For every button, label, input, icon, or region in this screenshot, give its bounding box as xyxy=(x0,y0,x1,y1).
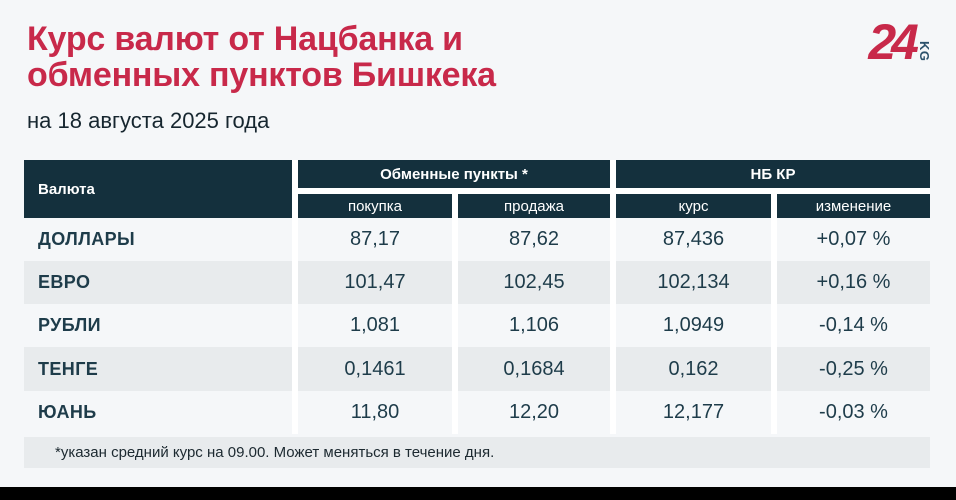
change-cell: +0,16 % xyxy=(777,261,930,304)
rate-cell: 102,134 xyxy=(616,261,771,304)
bottom-black-bar xyxy=(0,487,956,500)
rate-cell: 87,436 xyxy=(616,218,771,261)
header-group-national-bank: НБ КР xyxy=(616,160,930,194)
logo-24-text: 24 xyxy=(868,14,919,70)
rate-cell: 12,177 xyxy=(616,391,771,434)
header: Курс валют от Нацбанка и обменных пункто… xyxy=(0,0,956,134)
change-cell: -0,03 % xyxy=(777,391,930,434)
currency-name-cell: ДОЛЛАРЫ xyxy=(24,218,292,261)
sell-cell: 102,45 xyxy=(458,261,610,304)
currency-name-cell: ТЕНГЕ xyxy=(24,347,292,391)
change-cell: -0,25 % xyxy=(777,347,930,391)
rate-cell: 0,162 xyxy=(616,347,771,391)
page-title: Курс валют от Нацбанка и обменных пункто… xyxy=(27,21,930,93)
sell-cell: 87,62 xyxy=(458,218,610,261)
header-cell-sell: продажа xyxy=(458,194,610,218)
header-cell-rate: курс xyxy=(616,194,771,218)
sell-cell: 12,20 xyxy=(458,391,610,434)
logo-kg-text: KG xyxy=(917,40,932,62)
header-cell-change: изменение xyxy=(777,194,930,218)
currency-name-cell: РУБЛИ xyxy=(24,304,292,347)
rate-cell: 1,0949 xyxy=(616,304,771,347)
change-cell: +0,07 % xyxy=(777,218,930,261)
change-cell: -0,14 % xyxy=(777,304,930,347)
sell-cell: 1,106 xyxy=(458,304,610,347)
currency-name-cell: ЮАНЬ xyxy=(24,391,292,434)
buy-cell: 87,17 xyxy=(298,218,452,261)
footnote-text: *указан средний курс на 09.00. Может мен… xyxy=(55,444,495,461)
logo-24kg: 24 KG xyxy=(868,14,932,70)
currency-name-cell: ЕВРО xyxy=(24,261,292,304)
buy-cell: 1,081 xyxy=(298,304,452,347)
page-title-line2: обменных пунктов Бишкека xyxy=(27,56,496,94)
buy-cell: 0,1461 xyxy=(298,347,452,391)
footnote-bar: *указан средний курс на 09.00. Может мен… xyxy=(24,437,930,468)
date-subtitle: на 18 августа 2025 года xyxy=(27,108,270,133)
buy-cell: 11,80 xyxy=(298,391,452,434)
page-title-line1: Курс валют от Нацбанка и xyxy=(27,20,463,58)
rates-table: Валюта Обменные пункты * НБ КР покупка п… xyxy=(24,160,930,434)
sell-cell: 0,1684 xyxy=(458,347,610,391)
header-cell-currency: Валюта xyxy=(24,160,292,218)
header-cell-buy: покупка xyxy=(298,194,452,218)
header-group-exchange-offices: Обменные пункты * xyxy=(298,160,610,194)
buy-cell: 101,47 xyxy=(298,261,452,304)
